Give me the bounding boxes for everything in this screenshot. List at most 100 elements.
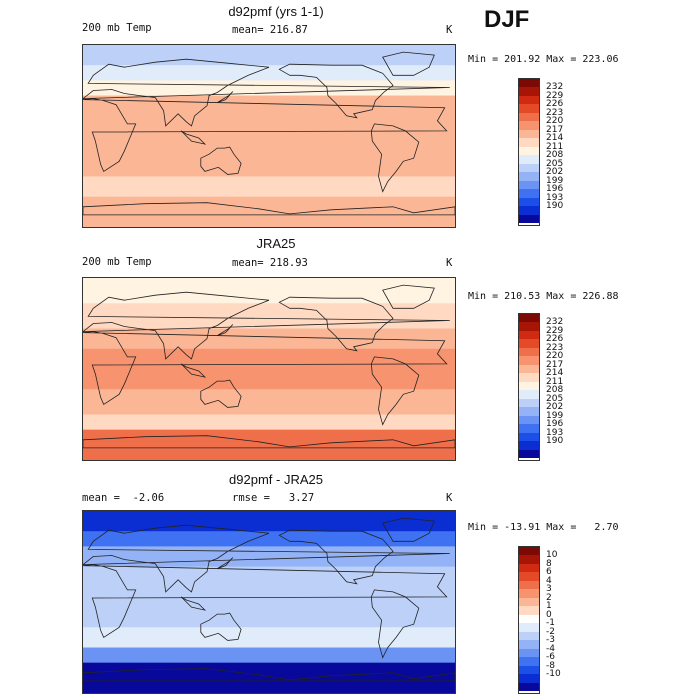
colorbar-tick-label: 199 — [546, 410, 564, 421]
colorbar-swatch — [519, 146, 539, 156]
panel3-band-0 — [83, 511, 455, 532]
colorbar-swatch — [519, 206, 539, 215]
panel1-band-3 — [83, 95, 455, 117]
season-label: DJF — [484, 6, 530, 33]
colorbar-tick-label: 226 — [546, 99, 564, 110]
colorbar-tick-label: 217 — [546, 124, 564, 135]
panel1-units: K — [446, 24, 453, 36]
panel2-band-2 — [83, 328, 455, 350]
panel2-minmax: Min = 210.53 Max = 226.88 — [468, 291, 619, 302]
panel2-band-3 — [83, 348, 455, 390]
colorbar-swatch — [519, 432, 539, 442]
panel2-coastline-6 — [217, 324, 234, 336]
colorbar-swatch — [519, 390, 539, 399]
panel3-band-1 — [83, 531, 455, 547]
panel3-rmse: rmse = 3.27 — [232, 492, 315, 504]
colorbar-swatch — [519, 589, 539, 598]
colorbar-tick-label: 2 — [546, 592, 552, 603]
colorbar-swatch — [519, 322, 539, 331]
panel2-coastline-8 — [83, 435, 455, 449]
panel3-band-5 — [83, 647, 455, 664]
panel2-units: K — [446, 257, 453, 269]
panel1-field-label: 200 mb Temp — [82, 22, 152, 34]
panel1-coastline-4 — [370, 123, 420, 193]
colorbar-swatch — [519, 104, 539, 113]
colorbar-tick-label: -3 — [546, 635, 555, 646]
colorbar-tick-label: 6 — [546, 567, 552, 578]
panel1-coastline-2 — [200, 146, 242, 175]
colorbar-tick-label: 196 — [546, 184, 564, 195]
panel1-map-svg — [83, 45, 455, 227]
colorbar-tick-label: 10 — [546, 550, 558, 561]
panel3-coastline-6 — [217, 557, 234, 569]
colorbar-swatch — [519, 356, 539, 365]
colorbar-swatch — [519, 197, 539, 207]
colorbar-swatch — [519, 155, 539, 164]
colorbar-swatch — [519, 424, 539, 433]
colorbar-tick-label: 220 — [546, 116, 564, 127]
panel1-colorbar — [518, 78, 540, 226]
panel3-colorbar — [518, 546, 540, 694]
colorbar-tick-label: 193 — [546, 427, 564, 438]
panel1-title: d92pmf (yrs 1-1) — [228, 4, 324, 19]
colorbar-swatch — [519, 648, 539, 658]
colorbar-swatch — [519, 563, 539, 573]
colorbar-swatch — [519, 373, 539, 382]
panel1-coastline-6 — [217, 91, 234, 103]
panel2-coastline-0 — [83, 331, 448, 405]
colorbar-swatch — [519, 441, 539, 450]
panel3-coastline-3 — [278, 529, 394, 585]
colorbar-swatch — [519, 214, 539, 223]
panel3-minmax: Min = -13.91 Max = 2.70 — [468, 522, 619, 533]
colorbar-swatch — [519, 79, 539, 88]
colorbar-tick-label: 214 — [546, 368, 564, 379]
colorbar-swatch — [519, 398, 539, 408]
panel1-coastline-0 — [83, 98, 448, 172]
colorbar-swatch — [519, 95, 539, 105]
colorbar-swatch — [519, 665, 539, 675]
panel2-title: JRA25 — [256, 236, 296, 251]
colorbar-swatch — [519, 314, 539, 323]
panel1-mean: mean= 216.87 — [232, 24, 308, 36]
panel2-band-6 — [83, 429, 455, 460]
colorbar-tick-label: -1 — [546, 618, 555, 629]
colorbar-tick-label: -8 — [546, 660, 555, 671]
panel1-band-0 — [83, 45, 455, 66]
colorbar-swatch — [519, 180, 539, 190]
panel2-band-4 — [83, 389, 455, 415]
panel1-band-2 — [83, 80, 455, 97]
panel3-coastline-7 — [180, 596, 207, 611]
colorbar-tick-label: 4 — [546, 575, 552, 586]
panel1-coastline-1 — [83, 58, 450, 127]
panel2-coastline-5 — [382, 284, 435, 309]
panel3-map — [82, 510, 456, 694]
colorbar-tick-label: 190 — [546, 436, 564, 447]
panel2-band-5 — [83, 414, 455, 431]
colorbar-swatch — [519, 172, 539, 181]
colorbar-tick-label: 196 — [546, 419, 564, 430]
panel1-band-6 — [83, 176, 455, 198]
colorbar-swatch — [519, 449, 539, 458]
colorbar-tick-label: 202 — [546, 402, 564, 413]
colorbar-tick-label: 199 — [546, 175, 564, 186]
colorbar-swatch — [519, 87, 539, 96]
colorbar-tick-label: 1 — [546, 601, 552, 612]
panel2-coastline-3 — [278, 296, 394, 352]
colorbar-swatch — [519, 657, 539, 666]
colorbar-tick-label: -4 — [546, 643, 555, 654]
colorbar-swatch — [519, 415, 539, 425]
colorbar-tick-label: -6 — [546, 652, 555, 663]
colorbar-swatch — [519, 572, 539, 581]
panel1-map — [82, 44, 456, 228]
panel3-title: d92pmf - JRA25 — [229, 472, 323, 487]
colorbar-tick-label: 208 — [546, 150, 564, 161]
panel1-band-4 — [83, 115, 455, 157]
colorbar-tick-label: 232 — [546, 82, 564, 93]
colorbar-tick-label: 8 — [546, 558, 552, 569]
colorbar-tick-label: -2 — [546, 626, 555, 637]
colorbar-tick-label: -10 — [546, 669, 561, 680]
panel3-coastline-5 — [382, 517, 435, 542]
colorbar-swatch — [519, 631, 539, 641]
panel3-mean: mean = -2.06 — [82, 492, 165, 504]
colorbar-tick-label: 0 — [546, 609, 552, 620]
